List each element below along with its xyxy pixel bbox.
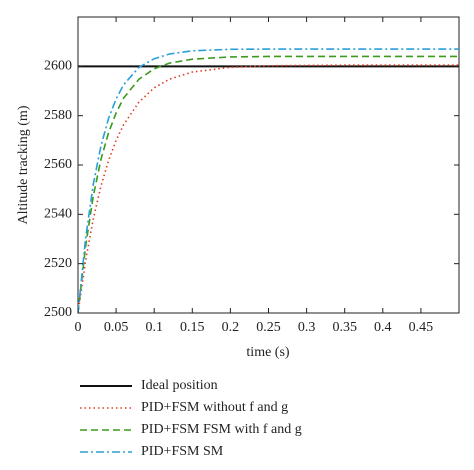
series-line <box>78 55 459 313</box>
plot-frame <box>77 16 460 314</box>
plot-lines <box>78 48 459 313</box>
y-tick-label: 2580 <box>44 108 72 123</box>
y-tick-label: 2600 <box>44 59 72 74</box>
legend-label: Ideal position <box>141 378 218 393</box>
x-axis-label: time (s) <box>246 345 289 360</box>
legend-label: PID+FSM FSM with f and g <box>141 422 302 437</box>
series-line <box>78 48 459 313</box>
x-tick-label: 0.05 <box>104 320 129 335</box>
legend-label: PID+FSM without f and g <box>141 400 288 415</box>
y-tick-label: 2560 <box>44 157 72 172</box>
x-tick-label: 0.35 <box>332 320 357 335</box>
x-tick-label: 0.15 <box>180 320 205 335</box>
x-tick-label: 0.2 <box>222 320 240 335</box>
y-tick-label: 2500 <box>44 305 72 320</box>
x-tick-label: 0.3 <box>298 320 316 335</box>
series-line <box>78 64 459 313</box>
x-tick-label: 0 <box>75 320 82 335</box>
x-tick-label: 0.25 <box>256 320 281 335</box>
y-axis-label: Altitude tracking (m) <box>16 105 31 224</box>
y-tick-label: 2540 <box>44 207 72 222</box>
x-tick-label: 0.1 <box>145 320 163 335</box>
x-tick-label: 0.4 <box>374 320 392 335</box>
x-tick-label: 0.45 <box>409 320 434 335</box>
legend-label: PID+FSM SM <box>141 444 224 459</box>
y-tick-label: 2520 <box>44 256 72 271</box>
